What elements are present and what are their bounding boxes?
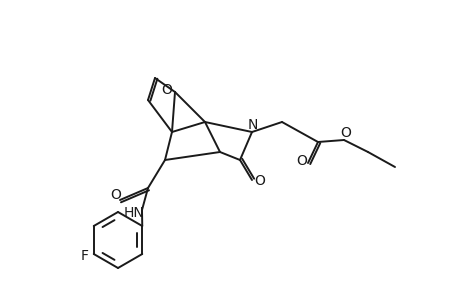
Text: N: N: [247, 118, 257, 132]
Text: O: O: [254, 174, 265, 188]
Text: O: O: [161, 83, 172, 97]
Text: O: O: [340, 126, 351, 140]
Text: O: O: [296, 154, 307, 168]
Text: F: F: [81, 249, 89, 263]
Text: HN: HN: [123, 206, 144, 220]
Text: O: O: [110, 188, 121, 202]
